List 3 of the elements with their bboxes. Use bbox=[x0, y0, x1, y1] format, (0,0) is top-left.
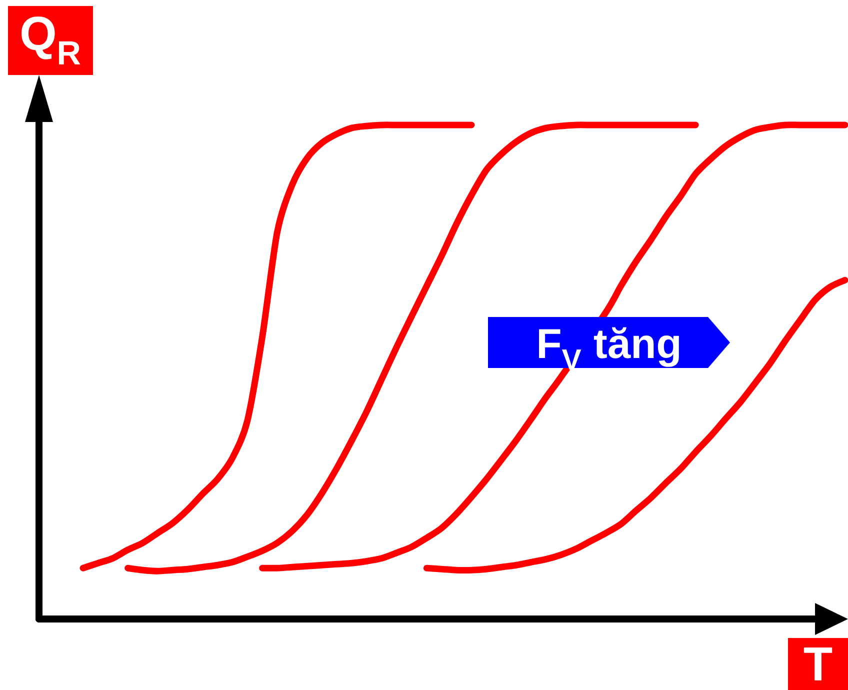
y-axis-title: Q$_{R}$ bbox=[22, 16, 80, 64]
annotation: F$_{V}$ tăng bbox=[539, 327, 679, 370]
x-axis-title: T bbox=[804, 648, 832, 680]
